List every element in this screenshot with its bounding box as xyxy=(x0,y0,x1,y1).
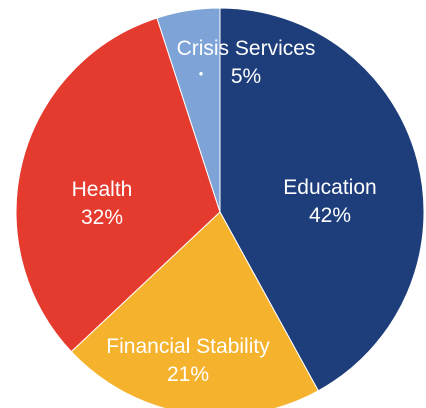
slice-label-crisis-services: Crisis Services xyxy=(177,37,316,60)
slice-label-education: Education xyxy=(283,176,376,199)
pie-slice-crisis-services xyxy=(156,7,221,213)
slice-value-education: 42% xyxy=(309,204,351,227)
pie-labels: Education 42% Financial Stability 21% Health… xyxy=(72,37,377,386)
pie-slices xyxy=(15,7,425,408)
slice-label-financial-stability: Financial Stability xyxy=(106,335,270,358)
slice-value-health: 32% xyxy=(81,206,123,229)
pie-slice-health xyxy=(15,17,221,353)
slice-bullet-marker: • xyxy=(199,66,204,81)
slice-value-crisis-services: 5% xyxy=(231,65,261,88)
pie-slice-financial-stability xyxy=(70,211,319,408)
slice-value-financial-stability: 21% xyxy=(167,363,209,386)
pie-slice-education xyxy=(219,7,425,392)
slice-label-health: Health xyxy=(72,178,133,201)
